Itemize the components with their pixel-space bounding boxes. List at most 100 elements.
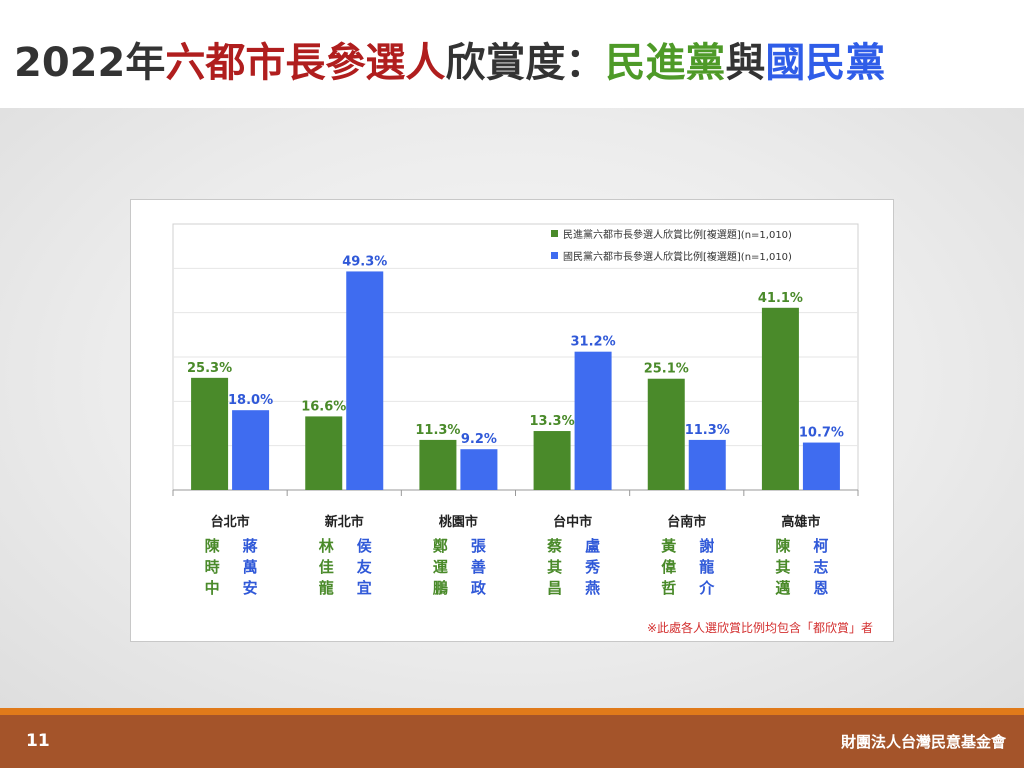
candidate-char: 志	[813, 558, 829, 576]
bar-kmt-2	[460, 449, 498, 490]
slide-title: 2022年六都市長參選人欣賞度：民進黨與國民黨	[14, 30, 885, 88]
title-part-2: 欣賞度：	[445, 40, 606, 86]
data-label-dpp-2: 11.3%	[415, 423, 460, 438]
candidate-name-dpp-5: 陳其邁	[773, 536, 793, 599]
title-part-3: 民進黨	[605, 40, 726, 86]
data-label-dpp-4: 25.1%	[644, 362, 689, 377]
candidate-char: 恩	[813, 579, 829, 597]
candidate-name-dpp-3: 蔡其昌	[545, 536, 565, 599]
data-label-kmt-1: 49.3%	[342, 254, 387, 269]
candidate-char: 張	[470, 537, 486, 555]
data-label-kmt-0: 18.0%	[228, 393, 273, 408]
candidate-char: 政	[470, 579, 486, 597]
city-label-5: 高雄市	[781, 515, 821, 530]
city-label-0: 台北市	[210, 515, 250, 530]
organization-name: 財團法人台灣民意基金會	[840, 733, 1006, 751]
candidate-char: 鵬	[432, 579, 448, 597]
bar-kmt-0	[232, 410, 270, 490]
bar-dpp-2	[419, 439, 457, 490]
candidate-char: 鄭	[432, 537, 448, 555]
city-label-1: 新北市	[324, 515, 364, 530]
candidate-char: 時	[204, 558, 220, 576]
footer-bar: 11 財團法人台灣民意基金會	[0, 715, 1024, 768]
footer-accent-line	[0, 708, 1024, 715]
legend-label-kmt: 國民黨六都市長參選人欣賞比例[複選題](n=1,010)	[563, 251, 792, 263]
candidate-char: 宜	[356, 579, 372, 597]
bar-kmt-1	[346, 271, 384, 490]
candidate-name-kmt-0: 蔣萬安	[240, 536, 260, 599]
candidate-char: 中	[204, 579, 220, 597]
candidate-char: 柯	[813, 537, 829, 555]
legend-item-dpp: 民進黨六都市長參選人欣賞比例[複選題](n=1,010)	[551, 222, 792, 244]
city-label-2: 桃園市	[438, 515, 478, 530]
candidate-name-dpp-0: 陳時中	[202, 536, 222, 599]
candidate-char: 其	[775, 558, 791, 576]
candidate-char: 龍	[318, 579, 334, 597]
bar-dpp-3	[533, 431, 571, 490]
candidate-char: 善	[470, 558, 486, 576]
candidate-name-kmt-2: 張善政	[468, 536, 488, 599]
candidate-name-kmt-1: 侯友宜	[354, 536, 374, 599]
candidate-char: 蔣	[242, 537, 258, 555]
candidate-char: 燕	[585, 579, 601, 597]
candidate-char: 介	[699, 579, 715, 597]
candidate-char: 邁	[775, 579, 791, 597]
data-label-kmt-3: 31.2%	[571, 335, 616, 350]
candidate-char: 哲	[661, 579, 677, 597]
bar-kmt-4	[688, 439, 726, 490]
bar-kmt-5	[802, 442, 840, 490]
title-part-5: 國民黨	[765, 40, 886, 86]
candidate-char: 萬	[242, 558, 258, 576]
candidate-char: 友	[356, 558, 372, 576]
bar-dpp-5	[761, 307, 799, 490]
candidate-char: 運	[432, 558, 448, 576]
candidate-char: 侯	[356, 537, 372, 555]
candidate-name-kmt-4: 謝龍介	[697, 536, 717, 599]
candidate-char: 陳	[775, 537, 791, 555]
bar-dpp-1	[305, 416, 343, 490]
data-label-kmt-2: 9.2%	[461, 432, 497, 447]
legend-swatch-kmt	[551, 251, 558, 259]
candidate-char: 黃	[661, 537, 677, 555]
bar-dpp-4	[647, 378, 685, 490]
candidate-name-kmt-5: 柯志恩	[811, 536, 831, 599]
data-label-kmt-4: 11.3%	[685, 423, 730, 438]
candidate-char: 蔡	[547, 537, 563, 555]
data-label-dpp-1: 16.6%	[301, 399, 346, 414]
title-part-0: 2022年	[14, 40, 166, 86]
city-label-4: 台南市	[667, 515, 707, 530]
chart-frame: 25.3% 18.0% 16.6% 49.3% 11.3% 9.2% 13.3% 31.2% 2…	[130, 199, 894, 642]
city-label-3: 台中市	[553, 515, 593, 530]
data-label-dpp-5: 41.1%	[758, 291, 803, 306]
data-label-dpp-0: 25.3%	[187, 361, 232, 376]
candidate-name-dpp-2: 鄭運鵬	[430, 536, 450, 599]
footnote: ※此處各人選欣賞比例均包含「都欣賞」者	[646, 621, 873, 635]
candidate-char: 偉	[661, 558, 677, 576]
title-part-1: 六都市長參選人	[165, 40, 446, 86]
data-label-dpp-3: 13.3%	[530, 414, 575, 429]
candidate-char: 安	[242, 579, 258, 597]
candidate-char: 陳	[204, 537, 220, 555]
legend-item-kmt: 國民黨六都市長參選人欣賞比例[複選題](n=1,010)	[551, 244, 792, 266]
chart-legend: 民進黨六都市長參選人欣賞比例[複選題](n=1,010) 國民黨六都市長參選人欣…	[551, 222, 792, 266]
legend-swatch-dpp	[551, 229, 558, 237]
candidate-char: 秀	[585, 558, 601, 576]
title-part-4: 與	[725, 40, 766, 86]
candidate-char: 盧	[585, 537, 601, 555]
data-label-kmt-5: 10.7%	[799, 426, 844, 441]
title-bar: 2022年六都市長參選人欣賞度：民進黨與國民黨	[0, 0, 1024, 108]
candidate-name-dpp-4: 黃偉哲	[659, 536, 679, 599]
legend-label-dpp: 民進黨六都市長參選人欣賞比例[複選題](n=1,010)	[563, 229, 792, 241]
candidate-name-kmt-3: 盧秀燕	[583, 536, 603, 599]
candidate-char: 謝	[699, 537, 715, 555]
candidate-char: 佳	[318, 558, 334, 576]
bar-chart: 25.3%18.0% 16.6%49.3%11.3%9.2%13.3%31.2%2…	[172, 223, 859, 496]
candidate-char: 昌	[547, 579, 563, 597]
bar-kmt-3	[574, 351, 612, 490]
candidate-char: 林	[318, 537, 334, 555]
page-number: 11	[26, 731, 50, 751]
bar-dpp-0	[191, 377, 229, 490]
candidate-char: 其	[547, 558, 563, 576]
candidate-name-dpp-1: 林佳龍	[316, 536, 336, 599]
candidate-char: 龍	[699, 558, 715, 576]
